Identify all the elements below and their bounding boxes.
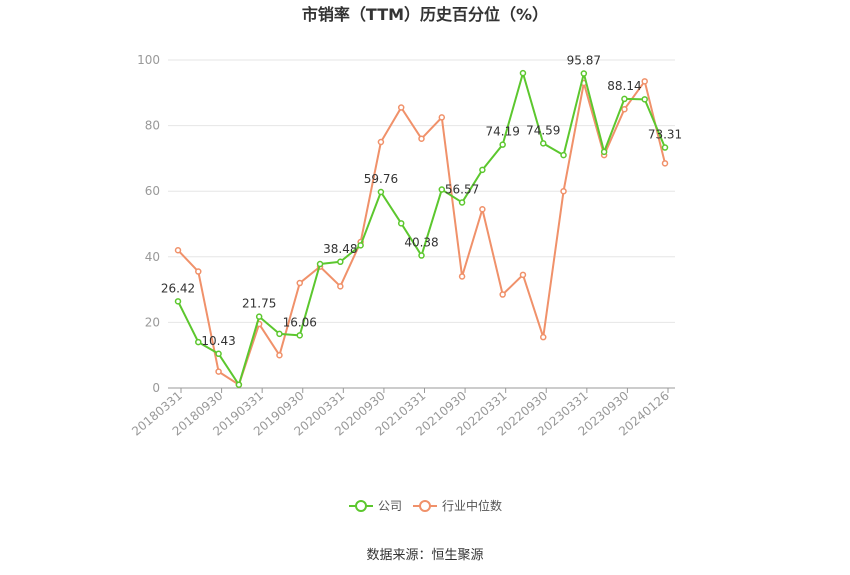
data-label: 10.43 [201,334,235,348]
data-point-industry-median[interactable] [377,138,385,146]
chart-title: 市销率（TTM）历史百分位（%） [302,5,548,24]
data-point-company[interactable] [540,140,547,147]
y-tick-label: 0 [152,381,160,395]
legend-label-company: 公司 [378,499,402,513]
data-point-company[interactable] [458,199,466,206]
data-point-company[interactable] [600,148,608,156]
legend-label-industry-median: 行业中位数 [442,498,502,513]
data-point-company[interactable] [641,96,648,103]
data-point-company[interactable] [195,338,202,346]
data-point-company[interactable] [560,151,567,159]
data-point-industry-median[interactable] [438,114,446,121]
data-label: 56.57 [445,182,479,196]
x-axis: 2018033120180930201903312019093020200331… [129,387,675,439]
data-point-company[interactable] [357,242,364,249]
data-label: 88.14 [607,79,641,93]
y-tick-label: 60 [145,184,160,198]
data-point-company[interactable] [316,260,324,268]
data-point-industry-median[interactable] [540,333,547,341]
data-point-company[interactable] [397,220,405,227]
data-point-industry-median[interactable] [560,187,567,195]
data-point-company[interactable] [215,350,222,358]
data-point-company[interactable] [235,381,243,388]
data-point-company[interactable] [438,186,446,193]
data-point-company[interactable] [174,298,182,305]
data-point-industry-median[interactable] [195,268,202,275]
data-point-industry-median[interactable] [641,78,648,85]
data-point-industry-median[interactable] [418,135,425,142]
series-line-industry-median [177,80,666,386]
data-point-industry-median[interactable] [276,351,283,359]
data-label: 21.75 [242,297,276,311]
data-point-company[interactable] [580,70,588,77]
data-point-industry-median[interactable] [397,104,405,111]
data-point-industry-median[interactable] [479,205,486,213]
data-label: 74.19 [485,125,519,139]
plot-area: 26.42 10.43 21.75 16.06 38.48 59.76 40.38 56.57… [161,54,682,388]
y-tick-label: 40 [145,250,160,264]
data-point-company[interactable] [661,144,669,151]
data-point-industry-median[interactable] [337,283,344,290]
data-label: 95.87 [567,54,601,68]
data-label: 38.48 [323,242,357,256]
data-label: 74.59 [526,123,560,137]
data-point-company[interactable] [296,332,303,339]
y-tick-label: 80 [145,119,160,133]
grid-lines [168,59,675,323]
y-axis: 0 20 40 60 80 100 [137,53,160,395]
data-point-industry-median[interactable] [621,105,628,113]
data-point-industry-median[interactable] [458,273,466,280]
data-point-company[interactable] [418,252,425,259]
legend: 公司 行业中位数 [349,498,502,513]
data-label: 26.42 [161,281,195,295]
data-point-industry-median[interactable] [499,291,506,298]
y-tick-label: 100 [137,53,160,67]
data-point-company[interactable] [377,188,385,196]
data-point-company[interactable] [337,258,344,266]
data-label: 73.31 [648,128,682,142]
data-label: 59.76 [364,172,398,186]
data-point-industry-median[interactable] [174,246,182,254]
data-point-company[interactable] [499,141,506,148]
y-tick-label: 20 [145,315,160,329]
legend-item-company[interactable]: 公司 [349,499,402,513]
data-point-company[interactable] [276,330,283,338]
data-point-company[interactable] [255,313,263,320]
data-point-industry-median[interactable] [296,279,303,287]
series-line-company [177,72,666,386]
data-point-industry-median[interactable] [519,271,527,279]
data-label: 16.06 [283,315,317,329]
data-source: 数据来源：恒生聚源 [366,548,483,563]
data-label: 40.38 [404,236,438,250]
data-point-industry-median[interactable] [661,160,669,167]
data-point-company[interactable] [519,69,527,77]
legend-item-industry-median[interactable]: 行业中位数 [413,498,502,513]
data-point-company[interactable] [621,95,628,103]
data-point-company[interactable] [479,166,486,174]
data-point-industry-median[interactable] [215,368,222,375]
